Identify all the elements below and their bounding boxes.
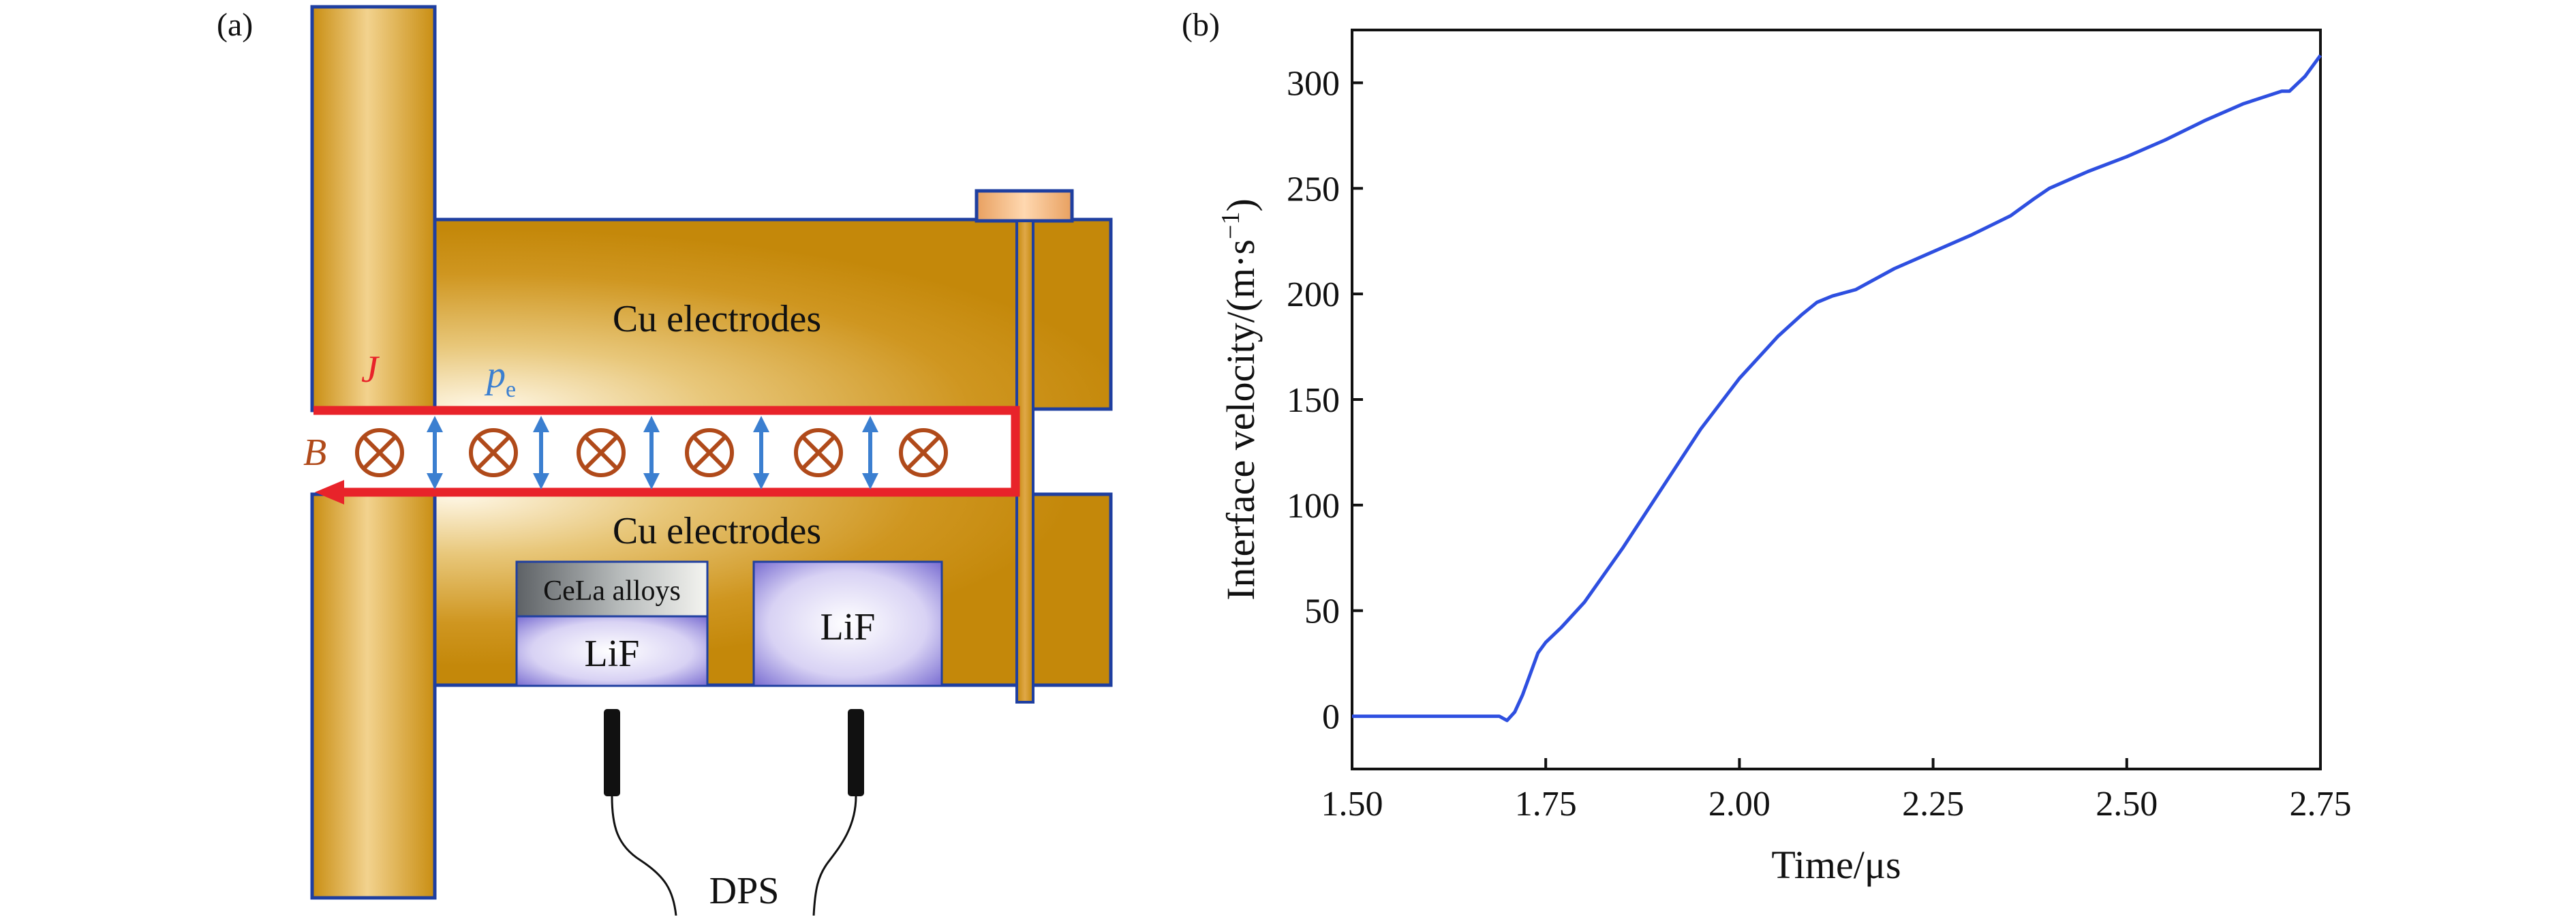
x-tick-label: 2.75 [2290,785,2352,824]
panel-a-label: (a) [217,7,253,43]
upper-electrode [427,217,1113,411]
y-tick-label: 150 [1287,381,1340,420]
panel-b-label: (b) [1182,7,1220,43]
lower-electrode-label: Cu electrodes [613,510,821,552]
upper-electrode-label: Cu electrodes [613,298,821,340]
pressure-arrows [427,416,878,489]
axis-ticks: 1.50 1.75 2.00 2.25 2.50 2.75 0 50 100 150 200 250 3… [1287,64,2352,824]
current-loop [313,406,1020,497]
field-into-page-icon [899,428,948,477]
x-tick-label: 1.50 [1321,785,1383,824]
lif-window-1 [515,615,709,687]
field-symbol: B [303,432,326,474]
lif-window-2 [752,560,943,687]
x-tick-label: 1.75 [1515,785,1577,824]
cap-block [975,189,1074,223]
field-into-page-icon [685,428,734,477]
cela-alloy-label: CeLa alloys [543,575,681,607]
field-into-page-icon [469,428,518,477]
probe-1-fiber [611,796,677,916]
current-symbol: J [361,348,380,391]
y-tick-label: 100 [1287,487,1340,526]
field-into-page-icon [577,428,626,477]
upper-pillar [310,5,437,412]
y-tick-label: 200 [1287,275,1340,314]
velocity-chart: (b) 1.50 1.75 2.00 2.25 2.50 2.75 0 50 100 150 200… [1182,7,2352,887]
probe-2 [848,709,864,796]
x-axis-label: Time/μs [1771,843,1901,887]
plot-frame [1351,29,2322,770]
y-tick-label: 250 [1287,170,1340,209]
lif-window-1-label: LiF [585,633,640,675]
field-into-page-icon [355,428,404,477]
probe-1 [604,709,620,796]
lower-pillar [310,492,437,900]
current-arrowhead [315,480,344,504]
y-tick-label: 0 [1322,698,1340,737]
x-tick-label: 2.50 [2096,785,2158,824]
y-axis-label: Interface velocity/(m·s−1) [1216,198,1263,601]
field-into-page-icon [794,428,843,477]
schematic-panel: (a) [217,5,1113,916]
probe-2-fiber [812,796,857,916]
pressure-symbol: pe [484,354,516,402]
lif-window-2-label: LiF [821,606,876,648]
y-tick-label: 50 [1304,592,1340,631]
x-tick-label: 2.00 [1708,785,1770,824]
probe-label: DPS [709,870,780,912]
y-tick-label: 300 [1287,64,1340,103]
field-markers [355,428,948,477]
x-tick-label: 2.25 [1902,785,1964,824]
velocity-curve [1352,54,2322,723]
